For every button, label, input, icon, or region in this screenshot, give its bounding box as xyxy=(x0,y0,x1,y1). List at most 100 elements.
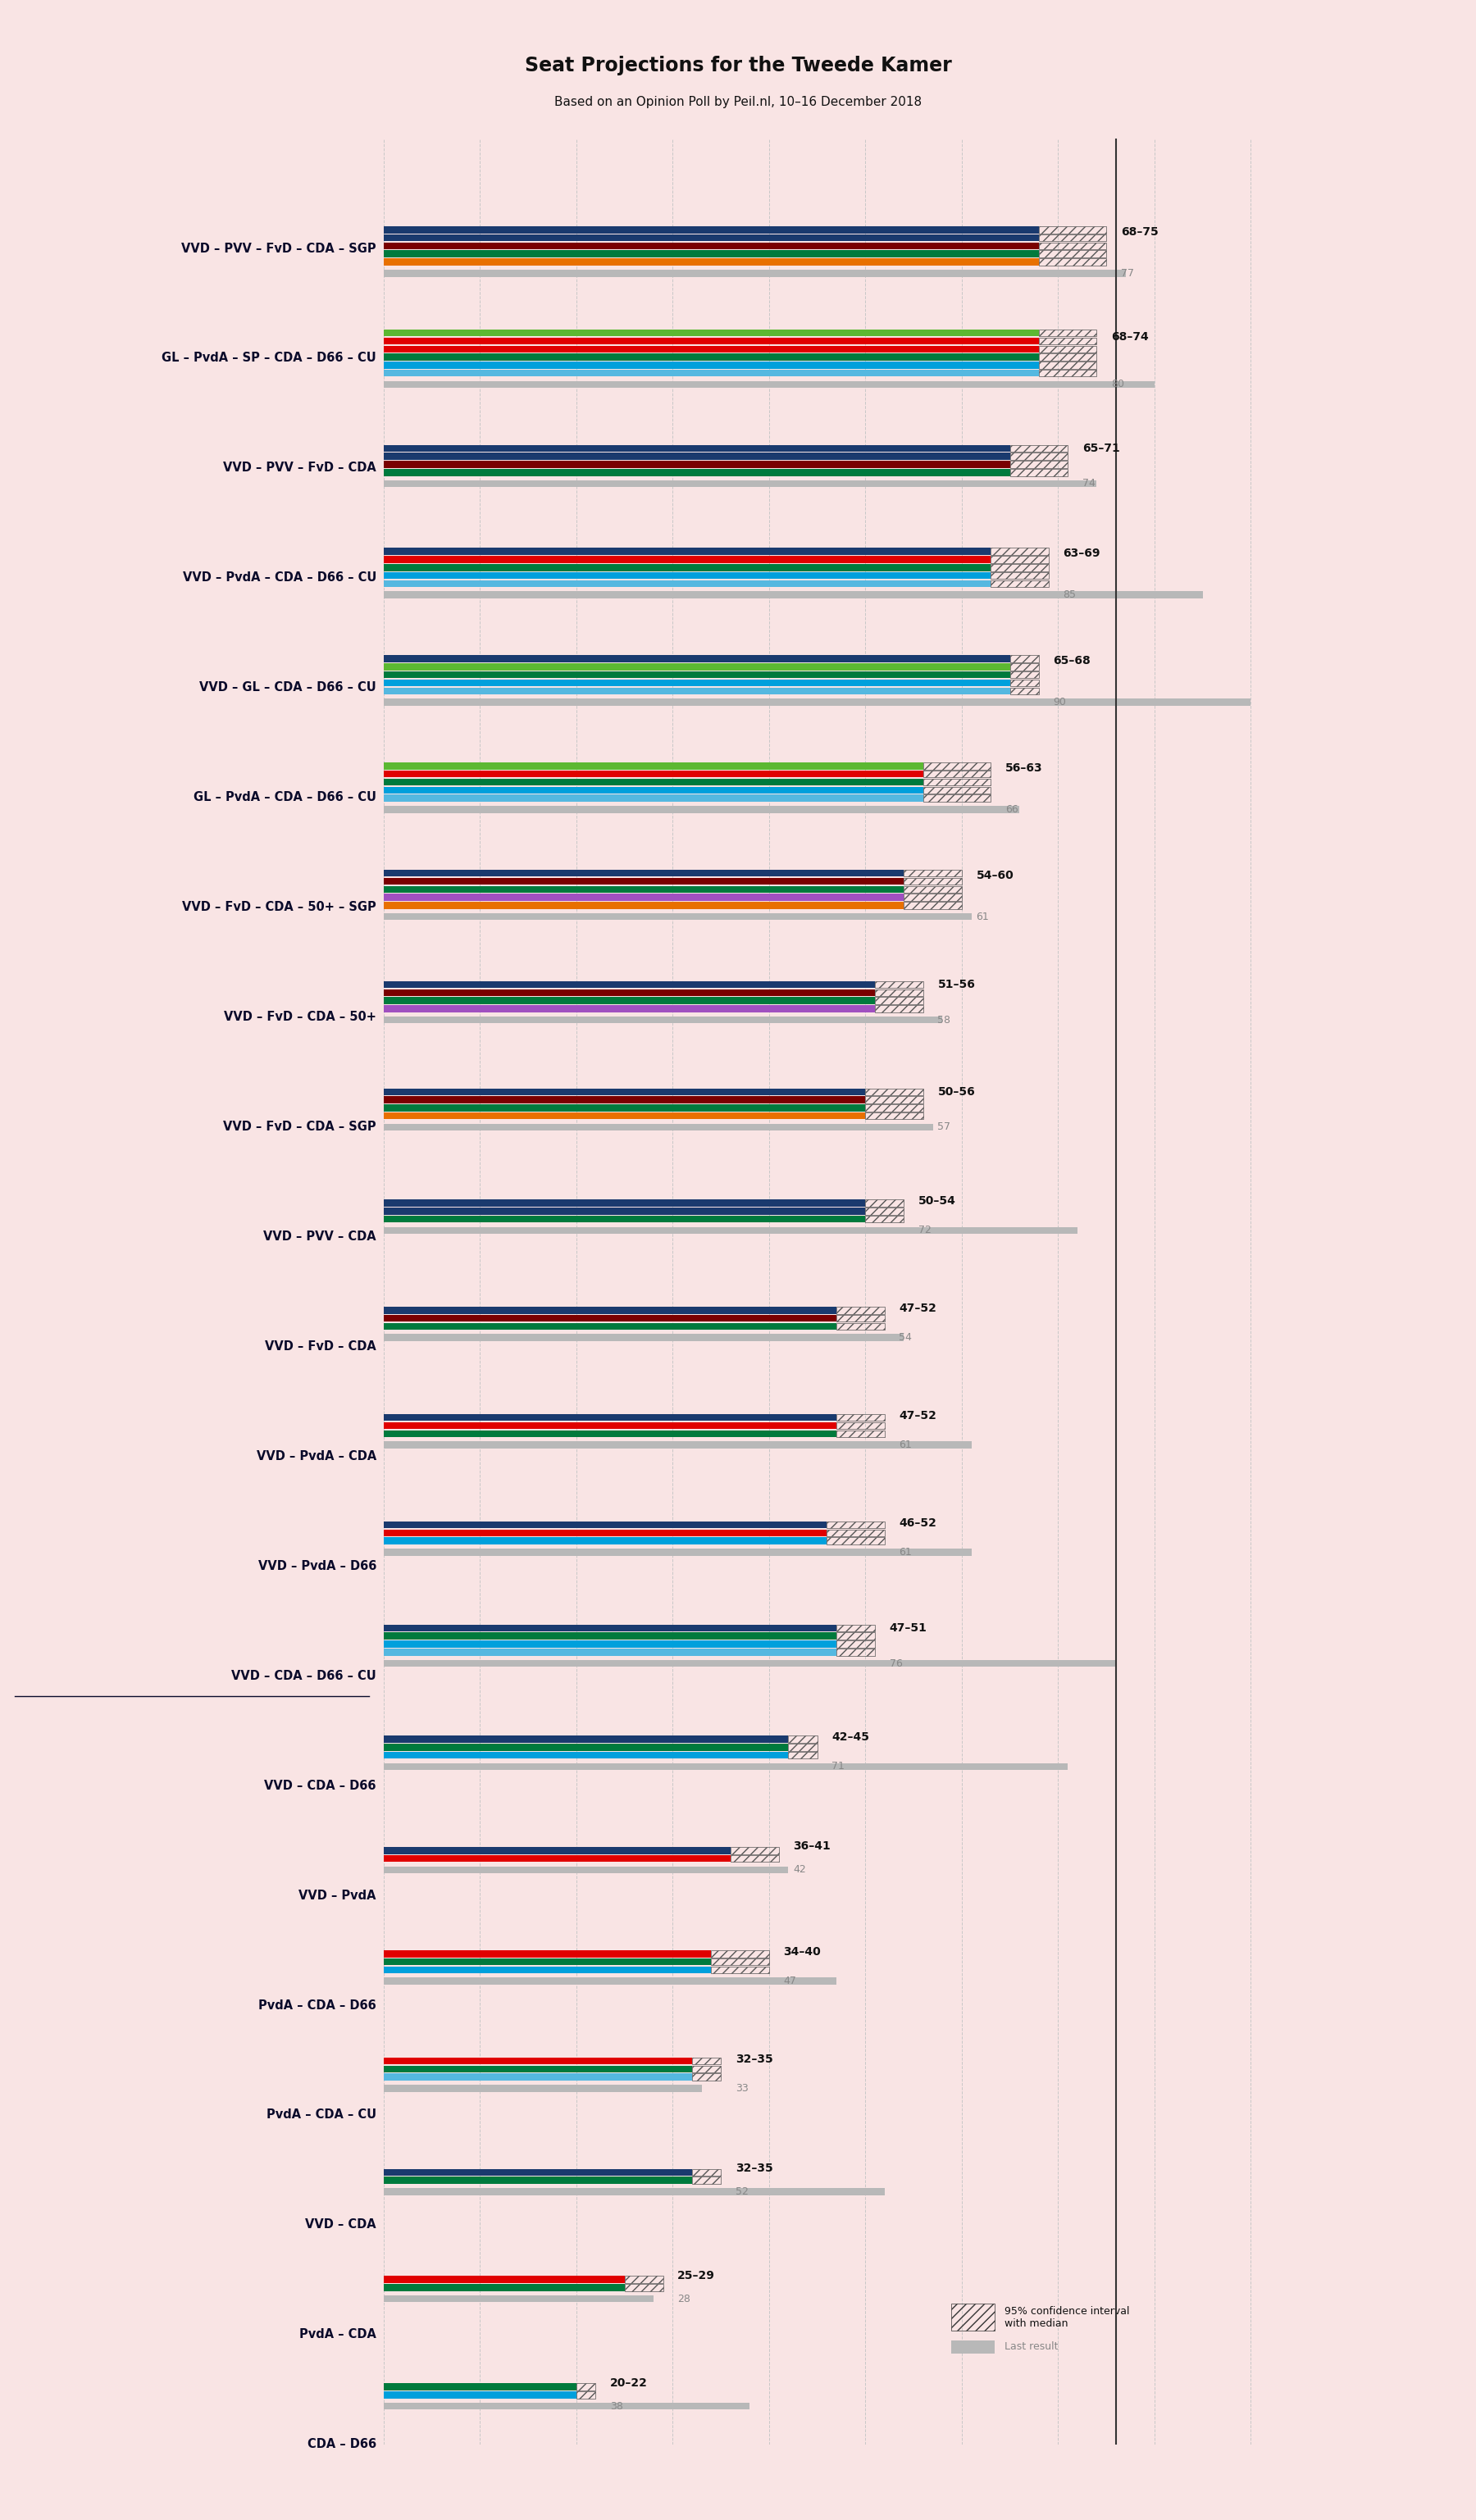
Bar xyxy=(384,1855,731,1862)
Bar xyxy=(384,1847,731,1855)
Bar xyxy=(865,1111,922,1119)
Bar xyxy=(922,764,990,769)
Bar xyxy=(384,270,1126,277)
Bar xyxy=(827,1522,884,1527)
Bar xyxy=(1010,663,1039,670)
Text: 50–56: 50–56 xyxy=(937,1086,976,1099)
Bar xyxy=(384,2296,654,2303)
Text: 50–54: 50–54 xyxy=(918,1194,956,1207)
Bar xyxy=(384,680,1010,685)
Text: 68–75: 68–75 xyxy=(1120,227,1159,237)
Bar xyxy=(384,234,1039,242)
Text: 47: 47 xyxy=(784,1976,797,1986)
Bar xyxy=(837,1414,884,1421)
Bar xyxy=(384,1005,875,1013)
Bar xyxy=(1010,670,1039,678)
Bar xyxy=(384,1323,837,1331)
Bar xyxy=(837,1315,884,1323)
Bar xyxy=(384,1215,865,1222)
Bar xyxy=(384,2170,692,2175)
Bar xyxy=(384,877,903,885)
Text: 57: 57 xyxy=(937,1121,951,1131)
Bar xyxy=(990,557,1048,562)
Bar xyxy=(875,988,922,995)
Text: PvdA – CDA – CU: PvdA – CDA – CU xyxy=(266,2109,376,2122)
Text: 54–60: 54–60 xyxy=(976,869,1014,882)
Bar xyxy=(903,887,962,892)
Text: 42–45: 42–45 xyxy=(831,1731,869,1744)
Bar xyxy=(865,1089,922,1096)
Bar xyxy=(384,345,1039,353)
Bar xyxy=(1010,469,1067,476)
Bar xyxy=(384,1333,903,1341)
Text: 42: 42 xyxy=(793,1865,806,1875)
Text: CDA – D66: CDA – D66 xyxy=(307,2439,376,2449)
Bar xyxy=(384,1089,865,1096)
Text: 66: 66 xyxy=(1005,804,1018,814)
Bar xyxy=(384,1950,711,1958)
Bar xyxy=(711,1966,769,1973)
Bar xyxy=(384,1227,1077,1235)
Bar xyxy=(711,1950,769,1958)
Bar xyxy=(865,1215,903,1222)
Text: 32–35: 32–35 xyxy=(735,2054,773,2064)
Bar xyxy=(692,2170,720,2175)
Text: 61: 61 xyxy=(899,1439,912,1449)
Text: Last result: Last result xyxy=(1004,2341,1058,2351)
Bar xyxy=(384,1744,788,1751)
Text: 46–52: 46–52 xyxy=(899,1517,937,1530)
Bar xyxy=(1010,680,1039,685)
Bar xyxy=(384,869,903,877)
Bar xyxy=(903,902,962,910)
Text: Seat Projections for the Tweede Kamer: Seat Projections for the Tweede Kamer xyxy=(524,55,952,76)
Bar xyxy=(922,779,990,786)
Bar xyxy=(384,564,990,572)
Text: 32–35: 32–35 xyxy=(735,2162,773,2175)
Bar xyxy=(384,779,922,786)
Bar xyxy=(384,1207,865,1215)
Bar xyxy=(865,1200,903,1207)
Bar xyxy=(384,2056,692,2064)
Bar xyxy=(1039,370,1097,375)
Bar xyxy=(384,698,1250,706)
Bar xyxy=(384,998,875,1003)
Text: VVD – CDA: VVD – CDA xyxy=(306,2218,376,2230)
Bar xyxy=(922,786,990,794)
Bar xyxy=(384,1522,827,1527)
Bar xyxy=(875,1005,922,1013)
Bar xyxy=(837,1308,884,1313)
Bar xyxy=(384,1978,837,1986)
Bar xyxy=(788,1744,818,1751)
Text: 63–69: 63–69 xyxy=(1063,547,1100,559)
Bar xyxy=(922,794,990,801)
Bar xyxy=(384,1764,1067,1769)
Bar xyxy=(1039,338,1097,345)
Text: VVD – PVV – CDA: VVD – PVV – CDA xyxy=(264,1230,376,1242)
Bar xyxy=(384,912,971,920)
Text: GL – PvdA – SP – CDA – D66 – CU: GL – PvdA – SP – CDA – D66 – CU xyxy=(162,353,376,365)
Bar xyxy=(624,2283,663,2291)
Bar xyxy=(384,1111,865,1119)
Bar xyxy=(692,2066,720,2071)
Text: 90: 90 xyxy=(1054,698,1066,708)
Bar xyxy=(1039,234,1106,242)
Text: 25–29: 25–29 xyxy=(677,2271,716,2281)
Bar xyxy=(384,363,1039,368)
Bar xyxy=(865,1104,922,1111)
Text: 80: 80 xyxy=(1111,378,1125,391)
Bar xyxy=(384,670,1010,678)
Bar xyxy=(837,1421,884,1429)
Bar xyxy=(837,1641,875,1648)
Bar xyxy=(384,1431,837,1436)
Bar xyxy=(384,227,1039,234)
Bar xyxy=(577,2384,596,2391)
Bar xyxy=(384,794,922,801)
Bar xyxy=(384,446,1010,451)
Text: 61: 61 xyxy=(976,912,989,922)
Bar xyxy=(384,242,1039,249)
Bar xyxy=(384,580,990,587)
Bar xyxy=(384,381,1154,388)
Bar xyxy=(990,580,1048,587)
Bar xyxy=(1039,363,1097,368)
Text: 71: 71 xyxy=(831,1761,844,1772)
